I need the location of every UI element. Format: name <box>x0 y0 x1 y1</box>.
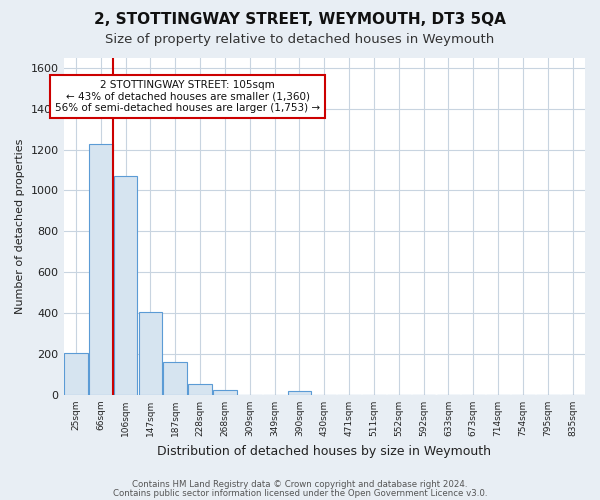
Bar <box>188 384 212 395</box>
Bar <box>287 391 311 395</box>
Bar <box>163 362 187 395</box>
Bar <box>64 353 88 395</box>
Bar <box>114 176 137 395</box>
Bar <box>139 312 162 395</box>
Bar <box>89 144 113 395</box>
Bar <box>213 390 237 395</box>
X-axis label: Distribution of detached houses by size in Weymouth: Distribution of detached houses by size … <box>157 444 491 458</box>
Text: 2 STOTTINGWAY STREET: 105sqm
← 43% of detached houses are smaller (1,360)
56% of: 2 STOTTINGWAY STREET: 105sqm ← 43% of de… <box>55 80 320 113</box>
Text: Contains public sector information licensed under the Open Government Licence v3: Contains public sector information licen… <box>113 489 487 498</box>
Text: Size of property relative to detached houses in Weymouth: Size of property relative to detached ho… <box>106 32 494 46</box>
Text: 2, STOTTINGWAY STREET, WEYMOUTH, DT3 5QA: 2, STOTTINGWAY STREET, WEYMOUTH, DT3 5QA <box>94 12 506 28</box>
Text: Contains HM Land Registry data © Crown copyright and database right 2024.: Contains HM Land Registry data © Crown c… <box>132 480 468 489</box>
Y-axis label: Number of detached properties: Number of detached properties <box>15 138 25 314</box>
